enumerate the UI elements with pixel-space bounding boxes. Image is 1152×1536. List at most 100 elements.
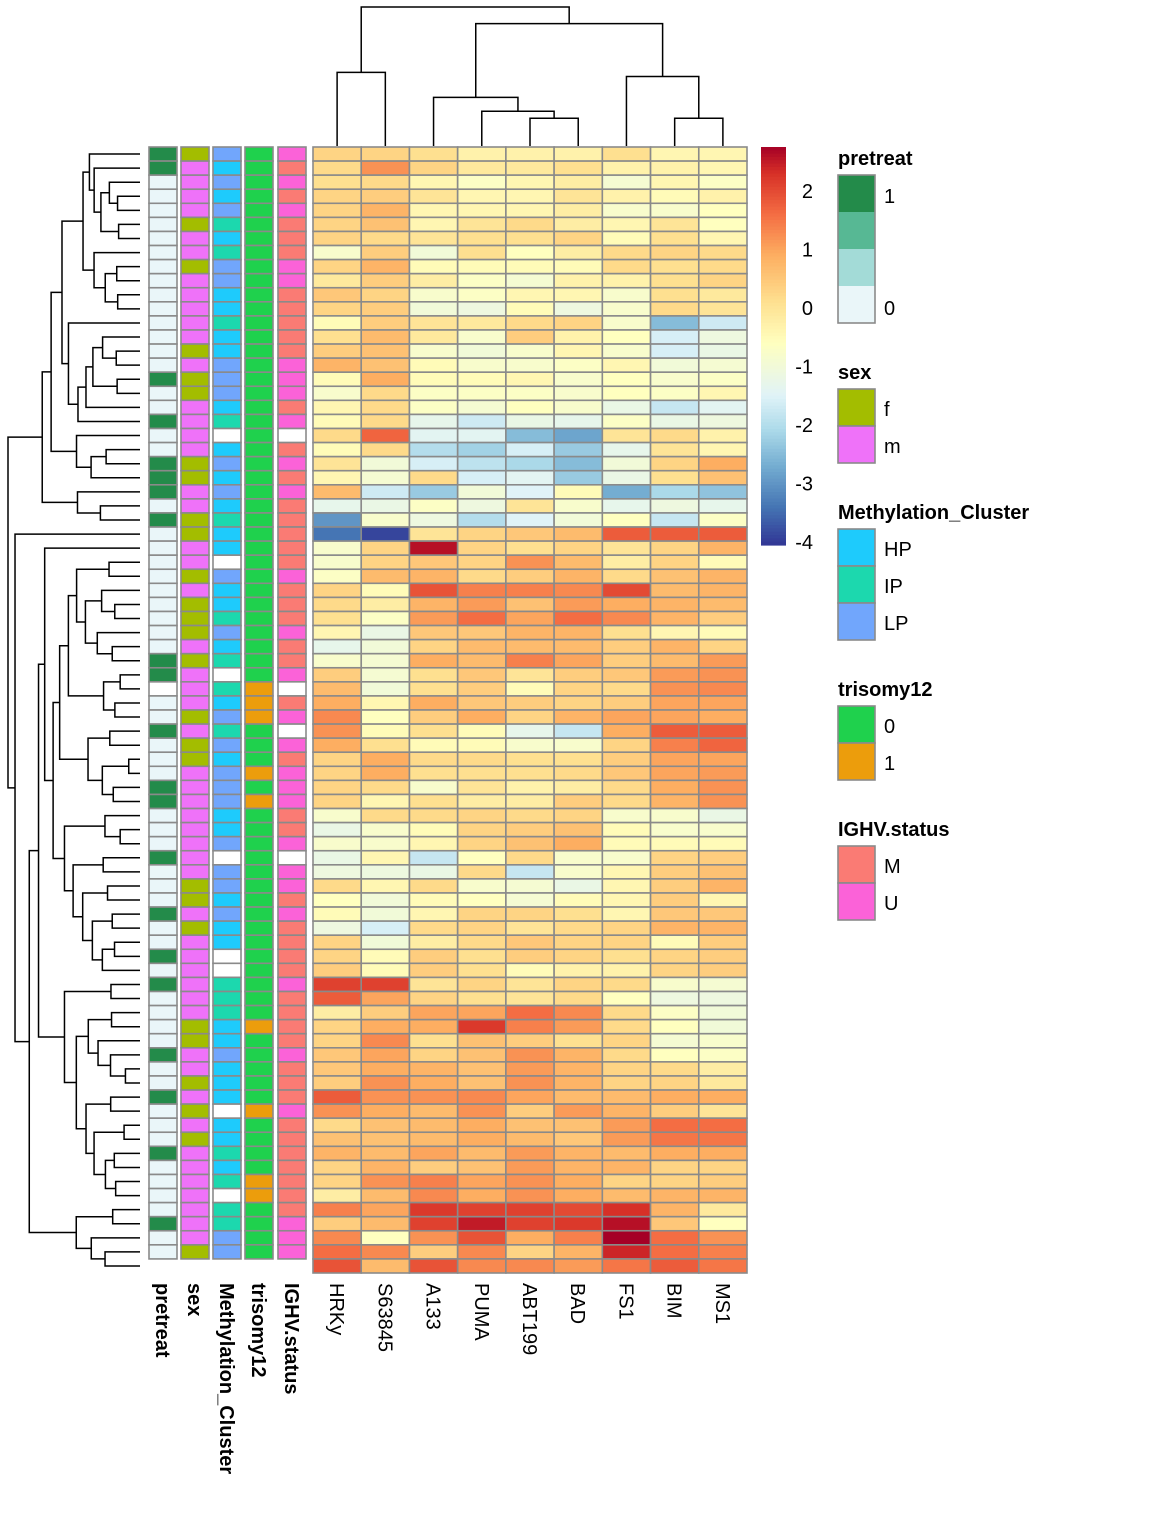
heatmap-cell xyxy=(601,1187,652,1204)
heatmap-cell xyxy=(360,779,411,796)
heatmap-cell xyxy=(505,990,555,1007)
heatmap-cell xyxy=(553,568,604,585)
annotation-cell-ighv-status xyxy=(277,624,307,641)
heatmap-cell xyxy=(456,793,507,810)
legend-swatch xyxy=(838,212,875,249)
heatmap-cell xyxy=(697,202,748,219)
annotation-cell-sex xyxy=(180,483,210,500)
heatmap-cell xyxy=(601,878,652,894)
heatmap-cell xyxy=(649,624,700,641)
heatmap-cell xyxy=(505,779,555,796)
heatmap-cell xyxy=(408,1187,459,1204)
colorbar-segment xyxy=(761,302,786,307)
heatmap-cell xyxy=(360,1004,411,1021)
heatmap-cell xyxy=(408,1117,459,1134)
heatmap-cell xyxy=(408,1145,459,1162)
heatmap-cell xyxy=(456,1004,507,1021)
annotation-cell-sex xyxy=(180,765,210,782)
legend-swatch xyxy=(837,602,876,641)
colorbar-segment xyxy=(761,176,786,181)
dendrogram-branch xyxy=(41,371,78,504)
heatmap-cell xyxy=(360,807,411,824)
dendrogram-branch xyxy=(106,885,140,901)
heatmap-cell xyxy=(553,864,604,880)
heatmap-cell xyxy=(553,1018,604,1035)
heatmap-cell xyxy=(360,864,411,880)
heatmap-cell xyxy=(601,258,652,275)
colorbar-segment xyxy=(761,498,786,503)
annotation-cell-ighv-status xyxy=(277,892,307,908)
heatmap-cell xyxy=(456,512,507,528)
heatmap-cell xyxy=(553,1258,604,1274)
heatmap-cell xyxy=(601,413,652,430)
heatmap-cell xyxy=(312,202,363,219)
colorbar-segment xyxy=(761,299,786,304)
heatmap-cell xyxy=(505,1201,555,1218)
colorbar-segment xyxy=(761,399,786,403)
heatmap-cell xyxy=(553,652,604,669)
heatmap-cell xyxy=(312,709,363,725)
heatmap-cell xyxy=(360,1229,411,1246)
heatmap-cell xyxy=(601,1018,652,1035)
annotation-cell-ighv-status xyxy=(277,371,307,388)
heatmap-cell xyxy=(456,385,507,402)
column-label: FS1 xyxy=(614,1283,636,1320)
heatmap-cell xyxy=(456,441,507,458)
heatmap-cell xyxy=(601,315,652,331)
heatmap-cell xyxy=(456,1173,507,1190)
heatmap-cell xyxy=(408,526,459,542)
colorbar-tick-label: 1 xyxy=(802,239,813,261)
heatmap-cell xyxy=(312,258,363,275)
annotation-cell-methylation-cluster xyxy=(212,906,242,922)
heatmap-cell xyxy=(360,258,411,275)
heatmap-cell xyxy=(360,413,411,430)
colorbar-segment xyxy=(761,528,786,533)
annotation-cell-trisomy12 xyxy=(244,329,274,345)
annotation-cell-trisomy12 xyxy=(244,695,274,711)
annotation-cell-sex xyxy=(180,329,210,345)
heatmap-cell xyxy=(360,1215,411,1232)
colorbar-segment xyxy=(761,458,786,463)
heatmap-cell xyxy=(505,512,555,528)
annotation-cell-ighv-status xyxy=(277,695,307,711)
colorbar-segment xyxy=(761,160,786,165)
heatmap-cell xyxy=(408,568,459,585)
annotation-cell-pretreat xyxy=(148,751,178,768)
heatmap-cell xyxy=(408,160,459,176)
heatmap-cell xyxy=(505,1215,555,1232)
heatmap-cell xyxy=(360,596,411,613)
heatmap-cell xyxy=(505,526,555,542)
heatmap-cell xyxy=(312,1047,363,1063)
dendrogram-branch xyxy=(625,75,700,146)
annotation-cell-sex xyxy=(180,821,210,838)
annotation-cell-ighv-status xyxy=(277,343,307,359)
annotation-cell-sex xyxy=(180,1215,210,1232)
dendrogram-branch xyxy=(82,171,95,271)
heatmap-cell xyxy=(553,1244,604,1260)
heatmap-cell xyxy=(456,1159,507,1176)
annotation-cell-ighv-status xyxy=(277,174,307,191)
heatmap-cell xyxy=(456,976,507,993)
heatmap-cell xyxy=(505,272,555,289)
heatmap-cell xyxy=(312,1159,363,1176)
annotation-cell-trisomy12 xyxy=(244,230,274,247)
heatmap-cell xyxy=(649,554,700,571)
heatmap-cell xyxy=(312,934,363,951)
annotation-cell-ighv-status xyxy=(277,1061,307,1077)
heatmap-cell xyxy=(312,512,363,528)
annotation-cell-methylation-cluster xyxy=(212,202,242,219)
heatmap-cell xyxy=(649,723,700,739)
heatmap-cell xyxy=(505,596,555,613)
heatmap-cell xyxy=(649,455,700,472)
annotation-cell-sex xyxy=(180,751,210,768)
colorbar-segment xyxy=(761,409,786,413)
heatmap-cell xyxy=(649,892,700,908)
heatmap-cell xyxy=(456,821,507,838)
dendrogram-branch xyxy=(14,533,140,1043)
heatmap-cell xyxy=(408,990,459,1007)
heatmap-cell xyxy=(360,526,411,542)
heatmap-cell xyxy=(601,765,652,782)
colorbar-segment xyxy=(761,286,786,291)
heatmap-cell xyxy=(360,1018,411,1035)
